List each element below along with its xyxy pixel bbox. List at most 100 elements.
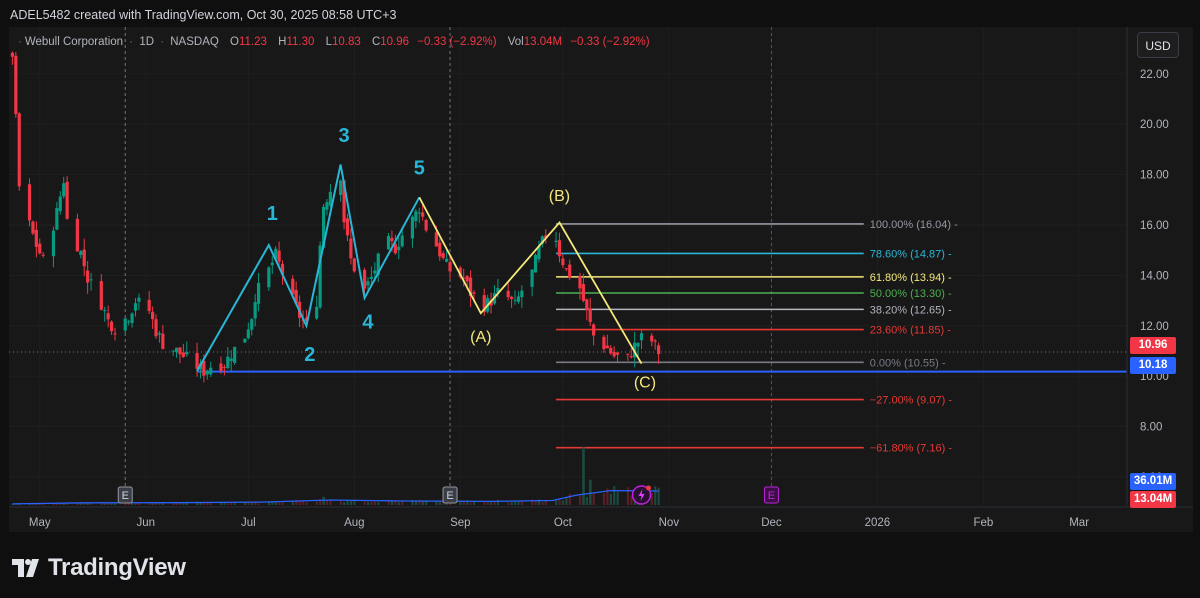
candle-body [441, 253, 445, 259]
time-tick-label: Feb [973, 517, 993, 529]
candle-body [328, 191, 332, 206]
candle-body [130, 313, 134, 323]
candle-body [612, 351, 616, 357]
volume-bar [175, 503, 178, 505]
earnings-badge-label: E [768, 490, 775, 502]
legend-symbol[interactable]: Webull Corporation [24, 36, 124, 48]
volume-bar [561, 500, 565, 505]
volume-bar [199, 502, 202, 505]
time-tick-label: Oct [554, 517, 573, 529]
candle-body [137, 297, 141, 302]
volume-bar [459, 500, 462, 505]
volume-bar [626, 487, 630, 505]
volume-bar [278, 502, 281, 505]
candle-body [270, 262, 274, 266]
volume-bar [343, 502, 346, 505]
candle-body [602, 336, 606, 350]
candle-body [113, 333, 117, 335]
price-tick-label: 10.00 [1140, 371, 1169, 383]
legend-vol-change: −0.33 (−2.92%) [570, 36, 650, 48]
volume-bar [568, 493, 571, 505]
volume-bar [257, 503, 260, 505]
candle-body [229, 358, 233, 361]
candle-body [154, 319, 158, 337]
chart-svg[interactable]: 100.00% (16.04) - 78.60% (14.87) - 61.80% … [9, 27, 1193, 532]
volume-bar [630, 495, 633, 505]
volume-bar [325, 499, 329, 505]
candle-body [325, 202, 329, 210]
volume-bar [438, 500, 441, 505]
legend-exchange: NASDAQ [170, 36, 219, 48]
footer: TradingView [0, 532, 1200, 598]
candle-body [540, 236, 544, 244]
chart-panel[interactable]: 100.00% (16.04) - 78.60% (14.87) - 61.80% … [9, 27, 1193, 532]
volume-bar [291, 501, 294, 505]
candle-body [27, 184, 32, 221]
volume-bar [298, 500, 301, 505]
volume-bar [107, 503, 110, 505]
volume-bar [295, 499, 298, 505]
fib-level-label: 50.00% (13.30) - [870, 288, 952, 300]
volume-bar [110, 503, 113, 505]
volume-bar [483, 500, 486, 505]
candle-body [520, 290, 524, 298]
volume-bar [182, 503, 185, 505]
upcoming-earnings-icon[interactable]: E [763, 486, 779, 504]
candle-body [103, 310, 107, 312]
volume-bar [223, 502, 226, 505]
candle-body [82, 249, 86, 267]
legend-low: 10.83 [331, 36, 361, 48]
wave-label-3: 3 [338, 125, 349, 147]
volume-bar [86, 503, 89, 505]
volume-bar [541, 502, 544, 505]
volume-bar [196, 501, 199, 505]
candle-body [362, 269, 367, 289]
candle-body [438, 242, 442, 257]
wave-label-2: 2 [304, 344, 315, 366]
volume-bar [158, 502, 161, 505]
volume-bar [219, 501, 223, 505]
volume-bar [305, 502, 308, 505]
earnings-icon[interactable]: E [442, 486, 458, 504]
volume-bar [609, 493, 612, 505]
time-tick-label: 2026 [865, 517, 891, 529]
volume-bar [592, 492, 595, 505]
candle-body [605, 345, 609, 349]
volume-bar [394, 500, 397, 505]
currency-button[interactable]: USD [1137, 32, 1179, 58]
earnings-icon[interactable]: E [117, 486, 133, 504]
candle-body [626, 353, 630, 355]
candle-body [345, 218, 350, 236]
candle-body [65, 181, 69, 219]
candle-body [109, 321, 114, 332]
volume-bar [83, 502, 86, 505]
candle-body [650, 335, 654, 342]
candle-body [10, 52, 15, 57]
volume-bar [161, 502, 165, 505]
candle-body [219, 363, 223, 372]
candle-body [516, 296, 521, 302]
legend-interval: 1D [139, 36, 155, 48]
fib-level-label: 23.60% (11.85) - [870, 325, 951, 337]
wave-label-1: 1 [267, 203, 278, 225]
volume-bar [462, 501, 465, 505]
candle-body [147, 299, 151, 312]
volume-bar [250, 503, 253, 505]
volume-bar [397, 502, 400, 505]
candle-body [533, 254, 538, 273]
candle-body [51, 230, 56, 257]
legend-low-label: L [325, 36, 332, 48]
candle-body [256, 283, 261, 304]
tradingview-logo[interactable]: TradingView [12, 554, 186, 582]
volume-bar [585, 497, 589, 505]
volume-bar [206, 502, 209, 505]
candle-body [448, 262, 452, 272]
fib-level-label: 38.20% (12.65) - [870, 304, 952, 316]
lightning-icon[interactable] [631, 485, 652, 505]
candle-body [243, 338, 247, 343]
volume-bar [435, 501, 438, 505]
candle-body [161, 333, 165, 349]
candle-body [321, 206, 326, 248]
volume-bar [363, 501, 366, 505]
candle-body [294, 290, 298, 304]
